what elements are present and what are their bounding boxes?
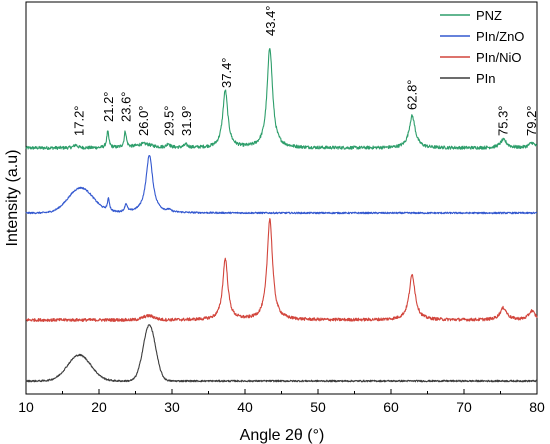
- legend: PNZ PIn/ZnO PIn/NiO PIn: [440, 8, 524, 86]
- series-pin-line: [25, 324, 538, 383]
- x-tick-label-50: 50: [310, 399, 326, 415]
- x-axis-label: Angle 2θ (°): [240, 427, 325, 444]
- annotation-layer: 17.2° 21.2° 23.6° 26.0° 29.5° 31.9° 37.4° 43.4°…: [72, 5, 540, 136]
- x-tick-label-20: 20: [91, 399, 107, 415]
- peak-label-6: 37.4°: [219, 57, 234, 88]
- peak-label-7: 43.4°: [263, 5, 278, 36]
- legend-label-2: PIn/NiO: [476, 50, 522, 65]
- peak-label-1: 21.2°: [101, 91, 116, 122]
- x-tick-label-10: 10: [18, 399, 34, 415]
- peak-label-4: 29.5°: [161, 105, 176, 136]
- series-pin-nio-line: [25, 217, 538, 322]
- plot-frame: [25, 1, 538, 395]
- peak-label-2: 23.6°: [118, 91, 133, 122]
- peak-label-5: 31.9°: [179, 105, 194, 136]
- x-axis: 10 20 30 40 50 60 70 80: [18, 389, 545, 415]
- series-layer: [25, 47, 538, 383]
- x-tick-label-30: 30: [164, 399, 180, 415]
- legend-label-1: PIn/ZnO: [476, 29, 524, 44]
- peak-label-10: 79.2°: [524, 105, 539, 136]
- series-pin-zno-line: [25, 155, 538, 215]
- peak-label-8: 62.8°: [404, 79, 419, 110]
- legend-label-3: PIn: [476, 71, 496, 86]
- peak-label-0: 17.2°: [72, 105, 87, 136]
- series-pnz-line: [25, 47, 538, 151]
- peak-label-9: 75.3°: [496, 105, 511, 136]
- x-tick-label-70: 70: [456, 399, 472, 415]
- legend-label-0: PNZ: [476, 8, 502, 23]
- peak-label-3: 26.0°: [136, 105, 151, 136]
- x-tick-label-40: 40: [237, 399, 253, 415]
- y-axis-label: Intensity (a.u): [4, 150, 21, 247]
- x-tick-label-60: 60: [383, 399, 399, 415]
- x-tick-label-80: 80: [529, 399, 545, 415]
